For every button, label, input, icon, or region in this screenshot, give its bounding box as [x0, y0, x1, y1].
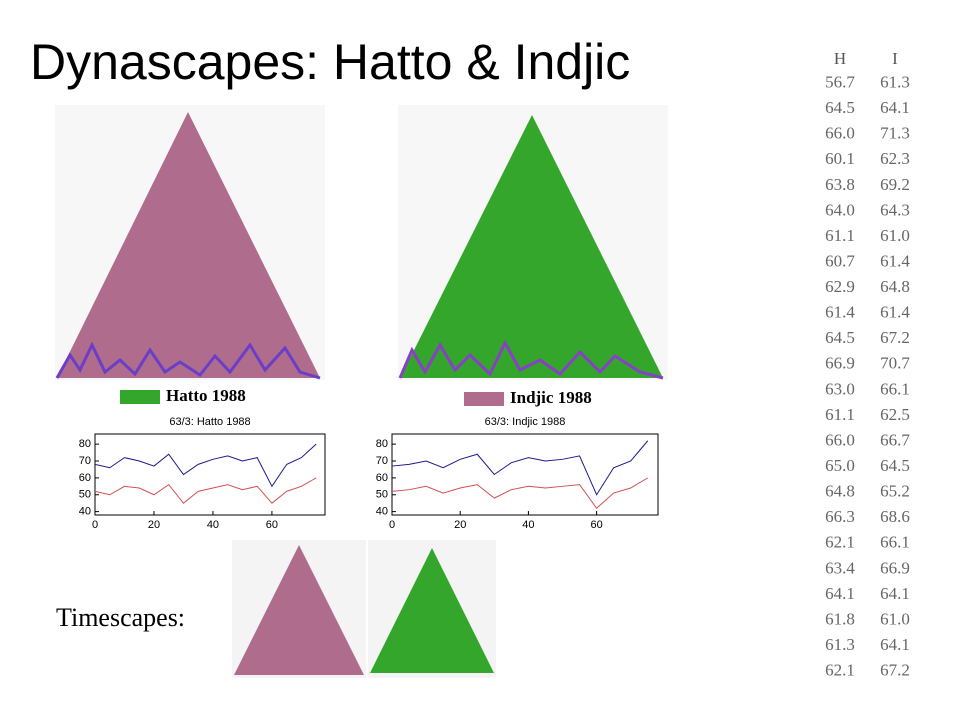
- y-tick-label: 50: [79, 489, 91, 501]
- table-cell: 60.7: [825, 251, 855, 270]
- chart-title: 63/3: Indjic 1988: [485, 416, 566, 428]
- table-cell: 64.0: [825, 200, 855, 219]
- table-cell: 64.5: [825, 98, 855, 117]
- y-tick-label: 40: [376, 506, 388, 518]
- x-tick-label: 40: [522, 519, 534, 531]
- table-cell: 61.0: [880, 609, 910, 628]
- table-cell: 61.1: [825, 405, 855, 424]
- table-cell: 64.8: [825, 482, 855, 501]
- timescapes-label: Timescapes:: [56, 603, 185, 632]
- triangle: [57, 112, 320, 378]
- texture: [398, 339, 664, 380]
- data-line: [94, 477, 317, 504]
- x-tick-label: 0: [92, 519, 98, 531]
- table-cell: 67.2: [880, 661, 910, 680]
- data-line: [391, 440, 649, 496]
- table-cell: 65.0: [825, 456, 855, 475]
- table-cell: 67.2: [880, 328, 910, 347]
- legend-label: Hatto 1988: [166, 386, 246, 405]
- legend-label: Indjic 1988: [510, 388, 592, 407]
- y-tick-label: 60: [79, 472, 91, 484]
- table-cell: 64.3: [880, 200, 910, 219]
- legend-swatch: [464, 392, 504, 406]
- table-cell: 66.0: [825, 430, 855, 449]
- table-cell: 66.1: [880, 533, 910, 552]
- chart-title: 63/3: Hatto 1988: [169, 416, 250, 428]
- data-line: [391, 477, 649, 509]
- table-cell: 65.2: [880, 482, 910, 501]
- table-cell: 62.1: [825, 661, 855, 680]
- y-tick-label: 60: [376, 472, 388, 484]
- table-cell: 60.1: [825, 149, 855, 168]
- table-cell: 61.3: [880, 72, 910, 91]
- x-tick-label: 60: [266, 519, 278, 531]
- table-cell: 64.8: [880, 277, 910, 296]
- table-cell: 70.7: [880, 354, 910, 373]
- table-cell: 66.0: [825, 124, 855, 143]
- table-cell: 71.3: [880, 124, 910, 143]
- legend-swatch: [120, 390, 160, 404]
- column-header: H: [834, 49, 846, 68]
- y-tick-label: 80: [79, 438, 91, 450]
- triangle: [400, 115, 663, 378]
- table-cell: 66.7: [880, 430, 910, 449]
- triangle: [234, 545, 364, 675]
- x-tick-label: 20: [148, 519, 160, 531]
- table-cell: 61.1: [825, 226, 855, 245]
- table-cell: 64.5: [880, 456, 910, 475]
- table-cell: 64.1: [880, 98, 910, 117]
- table-cell: 69.2: [880, 175, 910, 194]
- x-tick-label: 40: [207, 519, 219, 531]
- table-cell: 66.9: [880, 558, 910, 577]
- table-cell: 64.5: [825, 328, 855, 347]
- table-cell: 62.9: [825, 277, 855, 296]
- table-cell: 63.4: [825, 558, 855, 577]
- table-cell: 56.7: [825, 72, 855, 91]
- table-cell: 62.1: [825, 533, 855, 552]
- table-cell: 62.5: [880, 405, 910, 424]
- table-cell: 61.4: [825, 303, 855, 322]
- triangle: [370, 548, 494, 673]
- table-cell: 66.9: [825, 354, 855, 373]
- table-cell: 61.8: [825, 609, 855, 628]
- y-tick-label: 70: [79, 455, 91, 467]
- table-cell: 64.1: [880, 584, 910, 603]
- x-tick-label: 60: [590, 519, 602, 531]
- data-line: [94, 443, 317, 488]
- table-cell: 68.6: [880, 507, 910, 526]
- y-tick-label: 70: [376, 455, 388, 467]
- table-cell: 66.3: [825, 507, 855, 526]
- plot-frame: [94, 433, 326, 516]
- table-cell: 63.8: [825, 175, 855, 194]
- plot-frame: [391, 433, 659, 516]
- x-tick-label: 0: [389, 519, 395, 531]
- table-cell: 61.4: [880, 303, 910, 322]
- charts: 63/3: Hatto 1988 40 50 60 70 80 0 20 40 60 63/3: I…: [79, 416, 659, 531]
- table-cell: 64.1: [880, 635, 910, 654]
- table-cell: 66.1: [880, 379, 910, 398]
- table-cell: 63.0: [825, 379, 855, 398]
- table-cell: 61.4: [880, 251, 910, 270]
- x-tick-label: 20: [454, 519, 466, 531]
- slide-title: Dynascapes: Hatto & Indjic: [30, 34, 630, 90]
- table-cell: 61.3: [825, 635, 855, 654]
- table-cell: 61.0: [880, 226, 910, 245]
- texture: [55, 341, 321, 380]
- y-tick-label: 80: [376, 438, 388, 450]
- y-tick-label: 50: [376, 489, 388, 501]
- column-header: I: [892, 49, 898, 68]
- y-tick-label: 40: [79, 506, 91, 518]
- table-cell: 64.1: [825, 584, 855, 603]
- table: H I 56.7 61.3 64.5 64.1 66.0 71.3 60.1 62.3 63.8 69…: [825, 49, 910, 680]
- table-cell: 62.3: [880, 149, 910, 168]
